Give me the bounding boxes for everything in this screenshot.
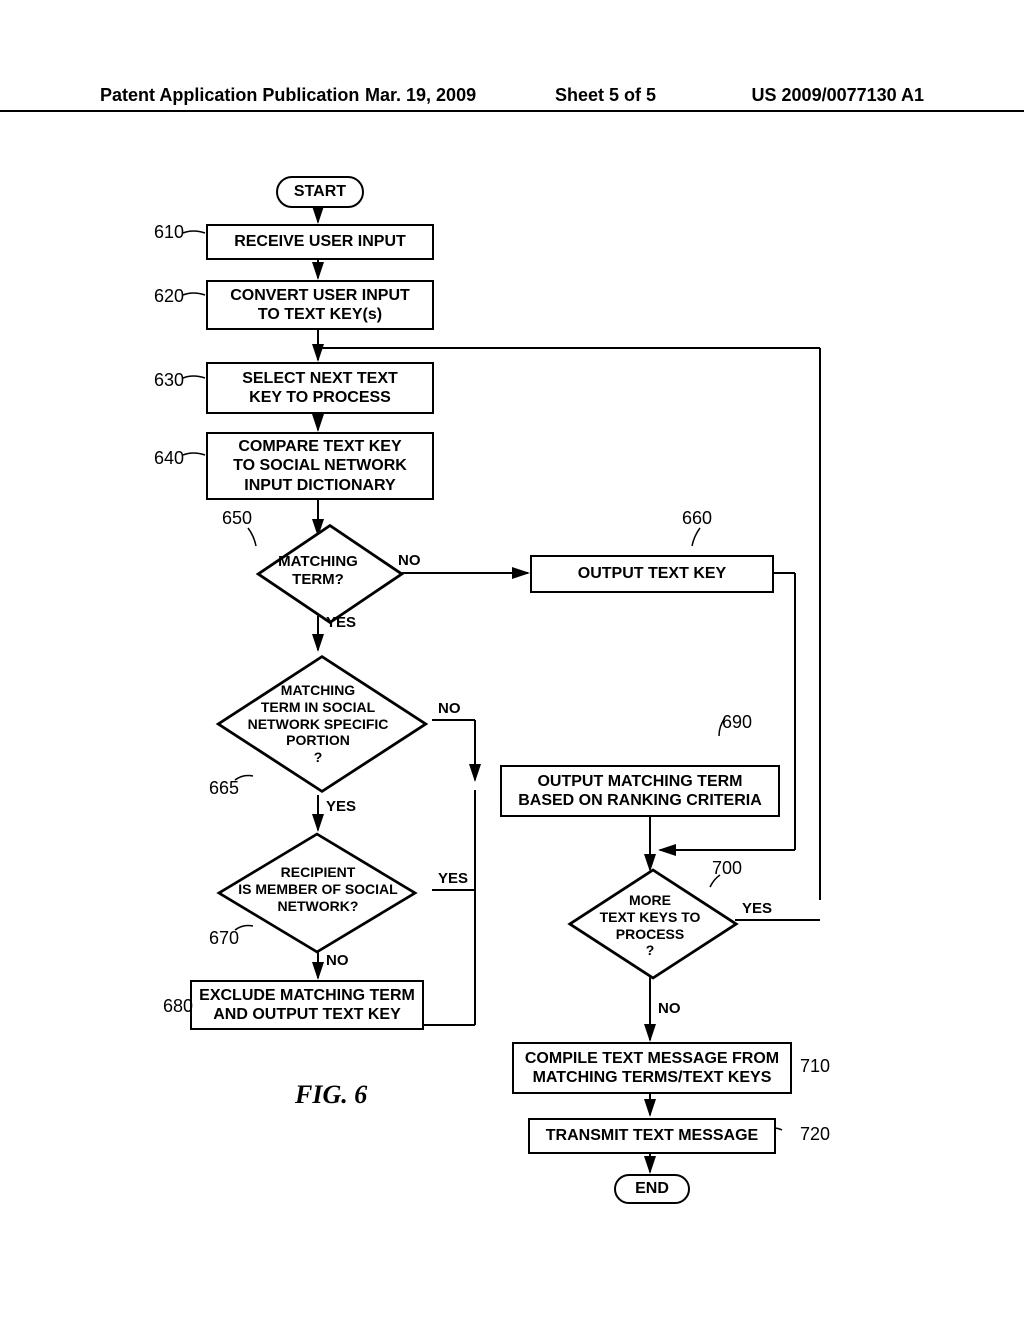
box-710: COMPILE TEXT MESSAGE FROM MATCHING TERMS… — [512, 1042, 792, 1094]
ref-710: 710 — [800, 1056, 830, 1077]
figure-label: FIG. 6 — [295, 1080, 367, 1110]
ref-700: 700 — [712, 858, 742, 879]
box-680: EXCLUDE MATCHING TERM AND OUTPUT TEXT KE… — [190, 980, 424, 1030]
ref-670: 670 — [209, 928, 239, 949]
flowchart: START RECEIVE USER INPUT 610 CONVERT USE… — [0, 0, 1024, 1320]
diamond-700: MORE TEXT KEYS TO PROCESS ? — [565, 870, 735, 980]
ref-680: 680 — [163, 996, 193, 1017]
d700-no: NO — [658, 1000, 681, 1017]
ref-720: 720 — [800, 1124, 830, 1145]
terminal-end: END — [614, 1174, 690, 1204]
d670-no: NO — [326, 952, 349, 969]
d670-yes: YES — [438, 870, 468, 887]
box-720: TRANSMIT TEXT MESSAGE — [528, 1118, 776, 1154]
d700-yes: YES — [742, 900, 772, 917]
